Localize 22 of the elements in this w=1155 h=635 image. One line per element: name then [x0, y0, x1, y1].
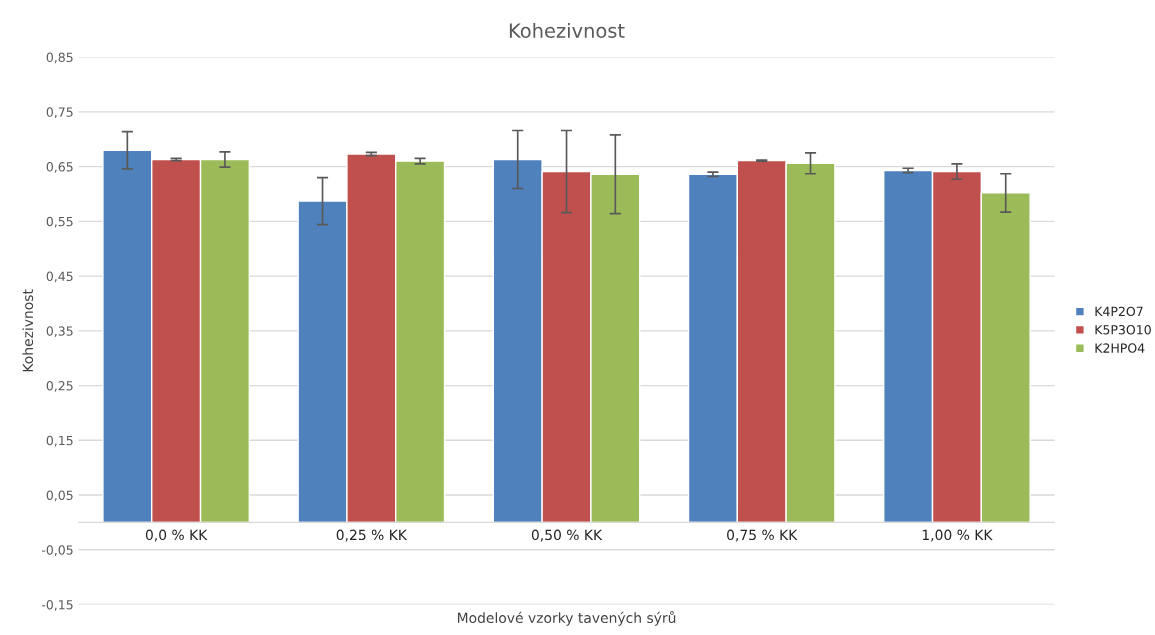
y-tick-label: 0,25: [46, 381, 73, 392]
y-tick-label: 0,35: [46, 326, 73, 338]
y-tick-label: 0,55: [46, 216, 73, 228]
x-tick-label: 1,00 % KK: [922, 529, 993, 542]
y-tick-label: 0,45: [46, 271, 73, 283]
x-tick-label: 0,50 % KK: [531, 529, 603, 542]
legend-label: K5P3O10: [1095, 325, 1151, 335]
y-tick-label: 0,75: [46, 107, 73, 119]
y-tick-label: 0,65: [46, 162, 73, 173]
y-tick-label: 0,05: [46, 490, 73, 502]
legend-label: K2HPO4: [1095, 343, 1145, 353]
chart-title: Kohezivnost: [509, 22, 625, 38]
x-axis-title: Modelové vzorky tavených sýrů: [457, 611, 676, 626]
x-tick-label: 0,0 % KK: [145, 529, 208, 542]
y-tick-label: 0,85: [46, 52, 73, 64]
y-tick-label: -0,15: [41, 599, 73, 611]
y-tick-label: 0,15: [46, 435, 73, 447]
x-tick-label: 0,25 % KK: [336, 529, 408, 542]
x-tick-label: 0,75 % KK: [727, 529, 798, 542]
y-axis-title: Kohezivnost: [22, 289, 34, 372]
legend-label: K4P2O7: [1095, 306, 1143, 317]
y-tick-label: -0,05: [41, 545, 73, 556]
